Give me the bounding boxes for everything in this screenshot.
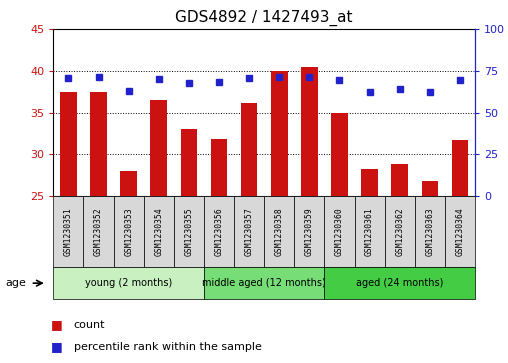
Text: GSM1230354: GSM1230354 xyxy=(154,207,163,256)
Text: GSM1230358: GSM1230358 xyxy=(275,207,284,256)
Text: aged (24 months): aged (24 months) xyxy=(356,278,443,288)
Text: GSM1230353: GSM1230353 xyxy=(124,207,133,256)
Text: middle aged (12 months): middle aged (12 months) xyxy=(202,278,326,288)
Bar xyxy=(120,171,137,196)
Text: GSM1230360: GSM1230360 xyxy=(335,207,344,256)
Text: GSM1230362: GSM1230362 xyxy=(395,207,404,256)
Bar xyxy=(452,140,468,196)
Bar xyxy=(391,164,408,196)
Bar xyxy=(241,102,258,196)
Bar xyxy=(361,169,378,196)
Text: GSM1230363: GSM1230363 xyxy=(425,207,434,256)
Bar xyxy=(271,71,288,196)
Text: ■: ■ xyxy=(51,340,62,353)
Text: ■: ■ xyxy=(51,318,62,331)
Bar xyxy=(331,113,348,196)
Text: GSM1230357: GSM1230357 xyxy=(244,207,253,256)
Text: GSM1230356: GSM1230356 xyxy=(214,207,224,256)
Text: GSM1230351: GSM1230351 xyxy=(64,207,73,256)
Bar xyxy=(422,181,438,196)
Bar xyxy=(180,129,197,196)
Text: young (2 months): young (2 months) xyxy=(85,278,172,288)
Text: GSM1230352: GSM1230352 xyxy=(94,207,103,256)
Text: GSM1230359: GSM1230359 xyxy=(305,207,314,256)
Bar xyxy=(211,139,227,196)
Text: age: age xyxy=(5,278,26,288)
Bar xyxy=(90,91,107,196)
Text: GSM1230361: GSM1230361 xyxy=(365,207,374,256)
Bar xyxy=(150,100,167,196)
Title: GDS4892 / 1427493_at: GDS4892 / 1427493_at xyxy=(175,10,353,26)
Text: count: count xyxy=(74,320,105,330)
Bar xyxy=(301,66,318,196)
Text: percentile rank within the sample: percentile rank within the sample xyxy=(74,342,262,352)
Text: GSM1230364: GSM1230364 xyxy=(455,207,464,256)
Bar xyxy=(60,91,77,196)
Text: GSM1230355: GSM1230355 xyxy=(184,207,194,256)
